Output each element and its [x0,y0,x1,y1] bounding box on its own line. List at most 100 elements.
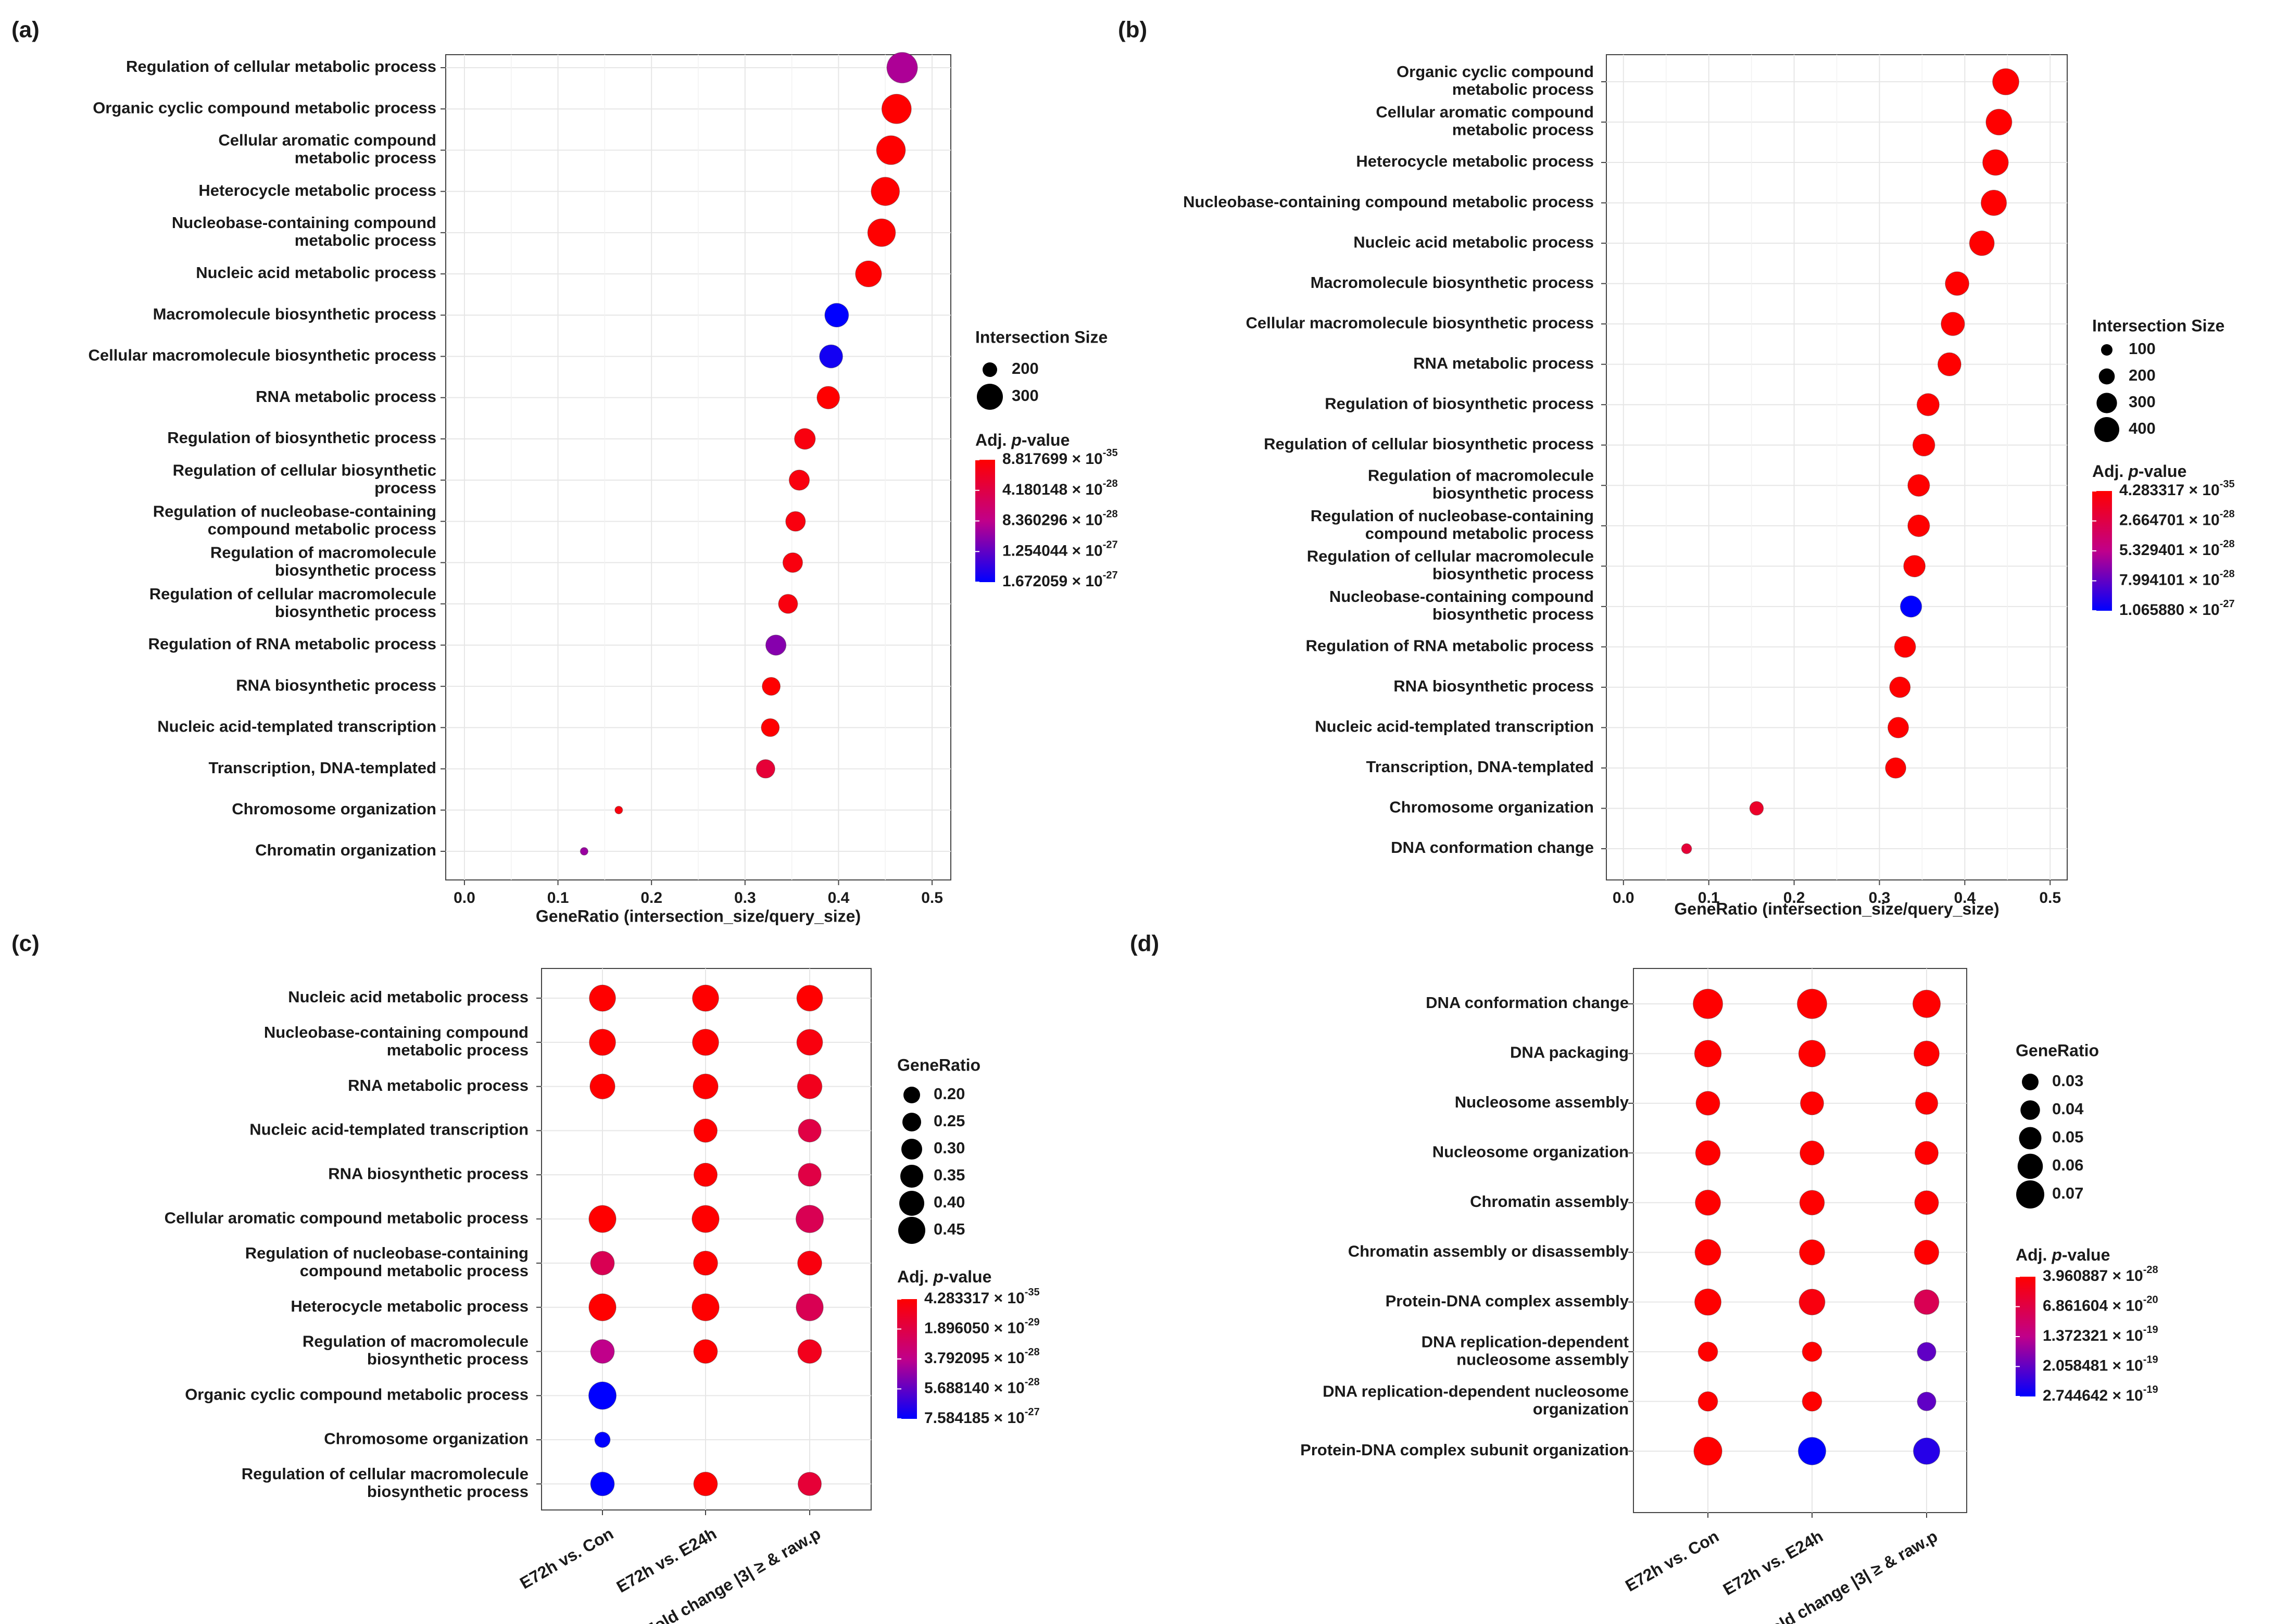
data-point [1917,1342,1937,1362]
data-point [1799,1289,1826,1316]
data-point [796,985,823,1012]
color-legend-label: 5.688140 × 10-28 [924,1377,1040,1397]
size-legend-dot [901,1139,922,1160]
data-point [693,1471,718,1496]
term-label-nucleosome-assembly: Nucleosome assembly [1455,1093,1629,1111]
panel-b-size-legend: Intersection Size 100 200 300 400 [2092,316,2224,442]
term-label-cellular-macromolecule-biosynthetic-process: Cellular macromolecule biosynthetic proc… [89,346,436,364]
panel-d-size-legend: GeneRatio 0.03 0.04 0.05 0.06 0.07 [2016,1041,2099,1208]
size-legend-dot [900,1165,923,1188]
data-point [762,677,781,696]
term-label-regulation-of-cellular-macromolecule-biosynthetic-process: biosynthetic process [275,602,436,621]
color-legend-label: 4.283317 × 10-35 [924,1287,1040,1307]
data-point [1914,1240,1940,1265]
data-point [1695,1091,1720,1116]
term-label-regulation-of-rna-metabolic-process: Regulation of RNA metabolic process [1306,637,1594,655]
data-point [765,634,787,656]
data-point [795,1204,824,1233]
term-label-macromolecule-biosynthetic-process: Macromolecule biosynthetic process [1311,273,1594,292]
color-legend-label: 3.960887 × 10-28 [2043,1264,2158,1285]
data-point [796,1029,823,1056]
data-point [1694,1040,1722,1067]
term-label-nucleobase-containing-compound-metabolic-process: Nucleobase-containing compound [264,1023,529,1041]
data-point [693,1118,718,1143]
data-point [1799,1239,1825,1266]
term-label-rna-metabolic-process: RNA metabolic process [1413,354,1594,372]
size-legend-label: 0.35 [934,1166,965,1184]
data-point [797,1250,822,1276]
data-point [691,1293,720,1321]
size-legend-dot [2101,344,2112,356]
term-label-regulation-of-cellular-biosynthetic-process: Regulation of cellular biosynthetic proc… [1264,435,1594,453]
data-point [588,1293,617,1321]
data-point [1937,352,1961,376]
term-label-nucleobase-containing-compound-biosynthetic-process: biosynthetic process [1432,605,1594,623]
term-label-cellular-aromatic-compound-metabolic-process: metabolic process [295,149,436,167]
data-point [1914,1141,1939,1165]
data-point [1694,1288,1722,1316]
data-point [1914,1289,1940,1315]
data-point [871,177,900,206]
panel-a-gridlines [441,55,951,880]
term-label-regulation-of-biosynthetic-process: Regulation of biosynthetic process [167,429,436,447]
data-point [1917,1391,1937,1412]
panel-b-gridlines [1601,55,2067,880]
term-label-regulation-of-macromolecule-biosynthetic-process: biosynthetic process [275,561,436,580]
data-point [1992,68,2020,96]
data-point [1900,595,1922,618]
term-label-chromosome-organization: Chromosome organization [1389,798,1594,816]
data-point [1797,1437,1827,1466]
data-point [1697,1391,1718,1412]
size-legend-label: 0.25 [934,1112,965,1130]
x-tick-label: 0.1 [1698,889,1720,907]
size-legend-title: GeneRatio [2016,1041,2099,1060]
data-point [785,511,806,532]
size-legend-label: 0.40 [934,1193,965,1211]
term-label-nucleobase-containing-compound-metabolic-process: Nucleobase-containing compound metabolic… [1183,193,1594,211]
data-point [798,1163,822,1187]
term-label-chromatin-assembly: Chromatin assembly [1470,1192,1629,1211]
panel-a-size-legend: Intersection Size 200 300 [975,328,1108,410]
x-tick-label: 0.3 [1869,889,1891,907]
data-point [1907,514,1930,537]
data-point [1692,988,1724,1019]
data-point [588,1205,617,1233]
size-legend-label: 0.05 [2052,1128,2083,1146]
term-label-chromatin-organization: Chromatin organization [255,841,436,859]
term-label-regulation-of-nucleobase-containing-compound-metabolic-process: compound metabolic process [1365,524,1594,543]
term-label-nucleic-acid-templated-transcription: Nucleic acid-templated transcription [1315,717,1594,736]
size-legend-dot [2019,1127,2042,1150]
size-legend-label: 400 [2129,419,2156,437]
term-label-organic-cyclic-compound-metabolic-process: Organic cyclic compound metabolic proces… [93,98,436,117]
color-legend-label: 5.329401 × 10-28 [2119,538,2235,559]
term-label-nucleic-acid-templated-transcription: Nucleic acid-templated transcription [249,1121,529,1139]
data-point [797,1074,823,1099]
data-point [824,303,849,328]
data-point [693,1250,718,1276]
data-point [588,1381,617,1410]
term-label-regulation-of-cellular-macromolecule-biosynthetic-process: Regulation of cellular macromolecule [149,585,436,603]
term-label-dna-replication-dependent-nucleosome-organization: DNA replication-dependent nucleosome [1323,1382,1629,1401]
term-label-dna-replication-dependent-nucleosome-assembly: nucleosome assembly [1456,1350,1629,1368]
term-label-regulation-of-nucleobase-containing-compound-metabolic-process: Regulation of nucleobase-containing [153,502,436,521]
data-point [1695,1140,1721,1166]
term-label-rna-biosynthetic-process: RNA biosynthetic process [1393,677,1594,695]
data-point [782,552,803,573]
data-point [692,1028,719,1056]
x-tick-label: 0.0 [454,889,475,907]
term-label-regulation-of-macromolecule-biosynthetic-process: Regulation of macromolecule [1368,466,1594,484]
term-label-nucleobase-containing-compound-metabolic-process: metabolic process [387,1041,529,1059]
data-point [1913,1437,1941,1465]
data-point [580,847,589,856]
term-label-heterocycle-metabolic-process: Heterocycle metabolic process [291,1297,529,1315]
data-point [590,1471,615,1496]
data-point [761,718,780,737]
data-point [1907,474,1930,497]
data-point [1796,988,1828,1019]
x-category-label: E72h vs. Con [1622,1527,1722,1595]
term-label-regulation-of-nucleobase-containing-compound-metabolic-process: Regulation of nucleobase-containing [1311,507,1594,525]
size-legend-dot [2016,1180,2044,1208]
data-point [1982,149,2009,176]
data-point [798,1118,822,1143]
